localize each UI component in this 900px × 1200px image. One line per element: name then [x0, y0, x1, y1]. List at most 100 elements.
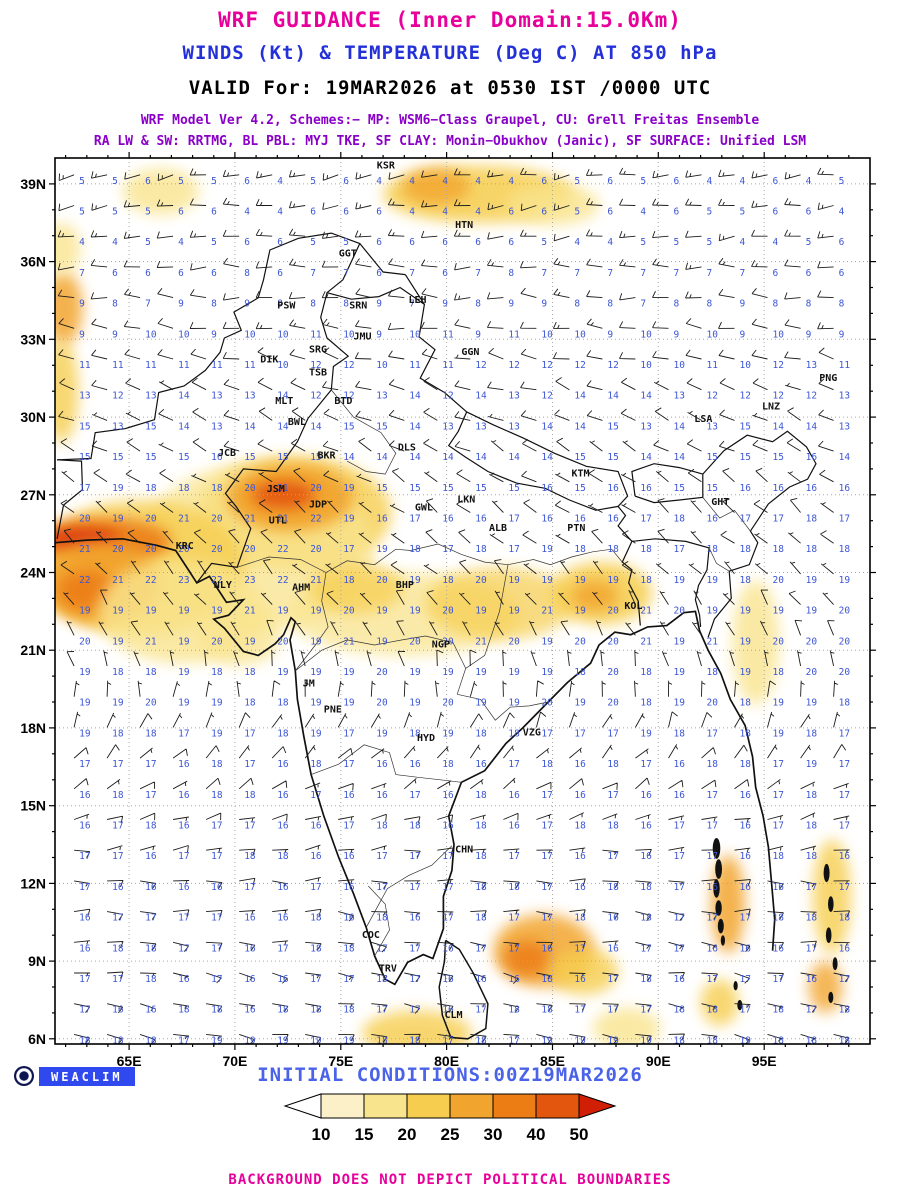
svg-text:17: 17 — [376, 882, 387, 893]
svg-text:14: 14 — [442, 452, 454, 463]
svg-text:17: 17 — [145, 790, 156, 801]
svg-text:12: 12 — [541, 391, 552, 402]
svg-text:19: 19 — [740, 636, 752, 647]
svg-text:16: 16 — [839, 943, 851, 954]
svg-text:4: 4 — [409, 176, 415, 187]
svg-text:20: 20 — [806, 636, 818, 647]
svg-text:5: 5 — [541, 237, 547, 248]
svg-text:19: 19 — [674, 575, 686, 586]
svg-text:20: 20 — [79, 636, 91, 647]
svg-text:20: 20 — [376, 575, 388, 586]
svg-text:18: 18 — [409, 544, 421, 555]
svg-text:22: 22 — [277, 544, 288, 555]
svg-text:10: 10 — [277, 360, 289, 371]
svg-text:AHM: AHM — [292, 583, 310, 594]
svg-text:16: 16 — [244, 1005, 256, 1016]
svg-text:16: 16 — [376, 514, 388, 525]
svg-text:17: 17 — [178, 728, 189, 739]
svg-text:12: 12 — [740, 391, 751, 402]
svg-text:13: 13 — [376, 391, 387, 402]
svg-text:17: 17 — [343, 728, 354, 739]
svg-text:17: 17 — [79, 974, 90, 985]
svg-text:18: 18 — [640, 913, 652, 924]
svg-text:16: 16 — [277, 821, 289, 832]
svg-text:14: 14 — [178, 421, 190, 432]
svg-text:16: 16 — [740, 882, 752, 893]
svg-text:17: 17 — [442, 913, 453, 924]
svg-text:15: 15 — [178, 452, 189, 463]
svg-text:20: 20 — [839, 667, 851, 678]
svg-text:13: 13 — [839, 391, 850, 402]
svg-text:17: 17 — [574, 943, 585, 954]
svg-text:14: 14 — [277, 421, 289, 432]
svg-text:19: 19 — [508, 575, 520, 586]
svg-text:19: 19 — [343, 667, 355, 678]
svg-text:18: 18 — [806, 544, 818, 555]
svg-text:9: 9 — [806, 329, 812, 340]
svg-text:4: 4 — [740, 237, 746, 248]
svg-text:11: 11 — [310, 329, 322, 340]
svg-text:JDP: JDP — [309, 500, 327, 511]
svg-text:15: 15 — [310, 452, 321, 463]
disclaimer-text: BACKGROUND DOES NOT DEPICT POLITICAL BOU… — [228, 1172, 672, 1188]
svg-text:4: 4 — [79, 237, 85, 248]
svg-text:18: 18 — [839, 1005, 851, 1016]
svg-text:19: 19 — [376, 544, 388, 555]
svg-text:14: 14 — [806, 421, 818, 432]
svg-text:17: 17 — [310, 882, 321, 893]
svg-text:21: 21 — [112, 575, 124, 586]
svg-text:6: 6 — [442, 268, 448, 279]
svg-text:LNZ: LNZ — [762, 401, 780, 412]
svg-text:17: 17 — [178, 913, 189, 924]
coastline-borders-layer — [55, 232, 838, 1040]
svg-text:6: 6 — [277, 268, 283, 279]
svg-text:15: 15 — [376, 483, 387, 494]
svg-text:18: 18 — [211, 1005, 223, 1016]
svg-text:18: 18 — [112, 943, 124, 954]
svg-text:4: 4 — [607, 237, 613, 248]
svg-text:16: 16 — [839, 483, 851, 494]
svg-text:5: 5 — [112, 176, 118, 187]
svg-text:7: 7 — [541, 268, 547, 279]
svg-text:17: 17 — [674, 544, 685, 555]
svg-text:6: 6 — [112, 268, 118, 279]
svg-text:39N: 39N — [20, 176, 46, 192]
svg-text:17: 17 — [707, 728, 718, 739]
svg-text:19: 19 — [475, 606, 487, 617]
svg-text:17: 17 — [640, 1005, 651, 1016]
svg-text:14: 14 — [674, 452, 686, 463]
svg-text:HTN: HTN — [455, 220, 473, 231]
svg-text:16: 16 — [112, 882, 124, 893]
svg-text:5: 5 — [640, 176, 646, 187]
svg-text:17: 17 — [442, 851, 453, 862]
svg-text:17: 17 — [541, 913, 552, 924]
svg-text:PTN: PTN — [567, 523, 585, 534]
svg-text:10: 10 — [541, 329, 553, 340]
svg-text:11: 11 — [178, 360, 190, 371]
svg-text:17: 17 — [640, 514, 651, 525]
svg-text:17: 17 — [674, 851, 685, 862]
svg-text:17: 17 — [79, 851, 90, 862]
svg-text:17: 17 — [409, 1005, 420, 1016]
svg-text:18: 18 — [806, 514, 818, 525]
svg-text:17: 17 — [112, 974, 123, 985]
svg-text:17: 17 — [442, 544, 453, 555]
svg-text:50: 50 — [570, 1125, 589, 1144]
svg-text:18: 18 — [442, 759, 454, 770]
svg-text:8: 8 — [574, 299, 580, 310]
svg-text:11: 11 — [145, 360, 157, 371]
svg-text:17: 17 — [541, 790, 552, 801]
svg-text:4: 4 — [178, 237, 184, 248]
svg-text:20: 20 — [607, 698, 619, 709]
svg-text:12: 12 — [806, 391, 817, 402]
svg-text:12: 12 — [310, 391, 321, 402]
svg-text:4: 4 — [508, 176, 514, 187]
svg-text:COC: COC — [362, 930, 380, 941]
svg-text:5: 5 — [574, 176, 580, 187]
svg-text:PSW: PSW — [277, 300, 296, 311]
svg-text:GGN: GGN — [461, 347, 479, 358]
svg-text:19: 19 — [343, 514, 355, 525]
svg-text:19: 19 — [674, 636, 686, 647]
svg-text:TSB: TSB — [309, 368, 327, 379]
svg-text:VZG: VZG — [523, 728, 541, 739]
